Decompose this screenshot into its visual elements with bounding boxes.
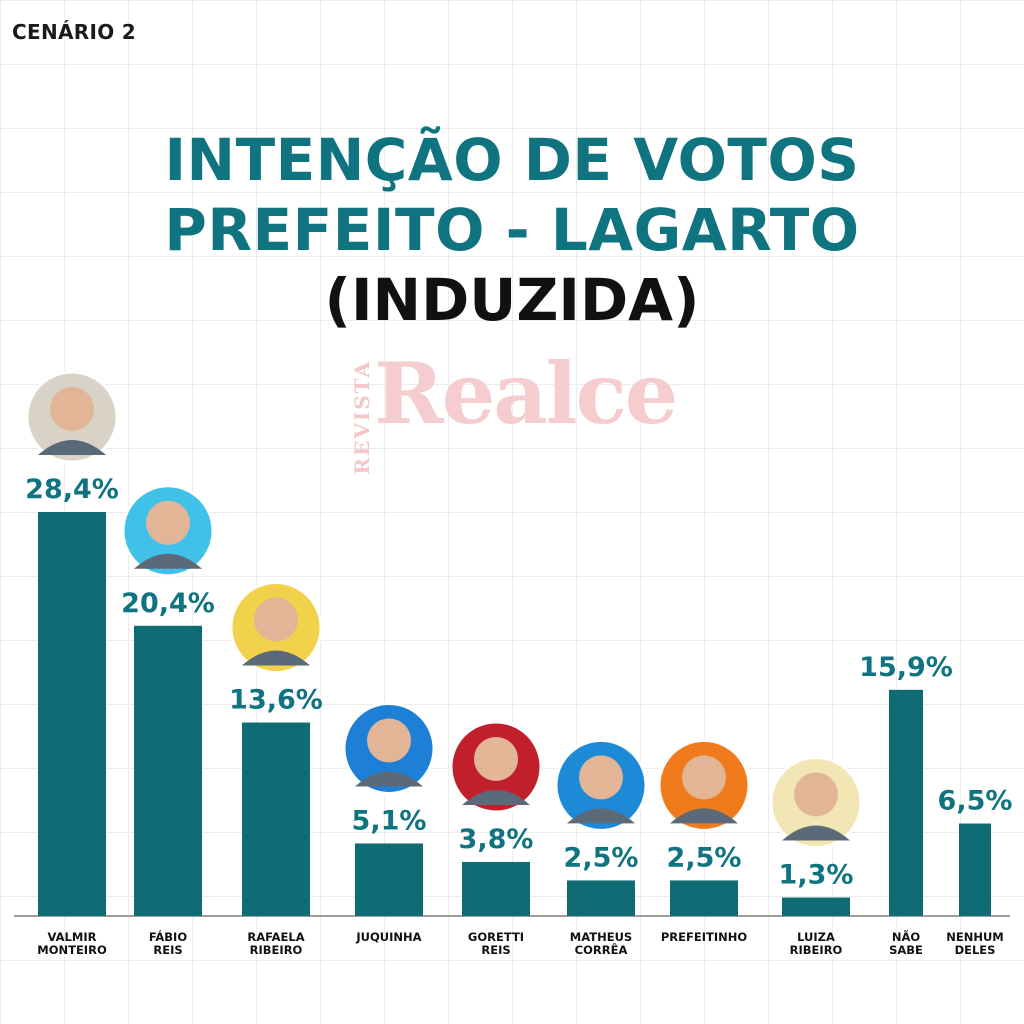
category-label-6-0: PREFEITINHO xyxy=(661,930,748,944)
category-label-2-0: RAFAELA xyxy=(247,930,304,944)
candidate-photo-5 xyxy=(554,738,648,832)
candidate-photo-1 xyxy=(121,484,215,578)
chart-title-line-2: PREFEITO - LAGARTO xyxy=(164,196,860,264)
photo-face-0 xyxy=(50,387,94,431)
category-label-0-1: MONTEIRO xyxy=(37,943,107,957)
watermark-brand-text: Realce xyxy=(374,344,678,443)
photo-shoulders-3 xyxy=(355,771,423,787)
value-label-0: 28,4% xyxy=(25,474,119,505)
value-label-2: 13,6% xyxy=(229,685,323,716)
photo-face-3 xyxy=(367,718,411,763)
bar-9 xyxy=(959,823,991,916)
bar-2 xyxy=(242,722,310,916)
candidate-photo-3 xyxy=(342,701,436,795)
category-label-1-0: FÁBIO xyxy=(149,929,187,944)
chart-title-line-1: INTENÇÃO DE VOTOS xyxy=(164,126,860,194)
category-label-8-1: SABE xyxy=(889,943,923,957)
bar-5 xyxy=(567,880,635,916)
category-label-5-0: MATHEUS xyxy=(570,930,632,944)
value-label-5: 2,5% xyxy=(564,842,639,873)
value-label-9: 6,5% xyxy=(938,786,1013,817)
photo-face-4 xyxy=(474,736,518,781)
category-label-1-1: REIS xyxy=(153,943,182,957)
category-label-7-0: LUIZA xyxy=(797,930,835,944)
category-label-4-1: REIS xyxy=(481,943,510,957)
category-label-0-0: VALMIR xyxy=(48,930,97,944)
value-label-6: 2,5% xyxy=(667,842,742,873)
value-label-4: 3,8% xyxy=(459,824,534,855)
candidate-photo-6 xyxy=(657,738,751,832)
photo-shoulders-0 xyxy=(38,440,106,455)
photo-face-7 xyxy=(794,772,838,817)
candidate-photo-7 xyxy=(769,756,863,850)
bar-0 xyxy=(38,512,106,916)
value-label-3: 5,1% xyxy=(352,805,427,836)
value-label-7: 1,3% xyxy=(779,860,854,891)
chart-title-line-3: (INDUZIDA) xyxy=(324,266,700,334)
photo-shoulders-4 xyxy=(462,789,530,805)
bar-3 xyxy=(355,843,423,916)
photo-face-1 xyxy=(146,500,190,545)
photo-face-6 xyxy=(682,755,726,800)
photo-shoulders-2 xyxy=(242,650,310,666)
category-label-8-0: NÃO xyxy=(892,929,921,944)
candidate-photo-2 xyxy=(229,581,323,675)
category-label-9-0: NENHUM xyxy=(946,930,1004,944)
category-label-2-1: RIBEIRO xyxy=(250,943,303,957)
photo-shoulders-6 xyxy=(670,808,738,824)
candidate-photo-0 xyxy=(25,370,119,464)
value-label-1: 20,4% xyxy=(121,588,215,619)
category-label-5-1: CORRÊA xyxy=(575,942,628,957)
category-label-4-0: GORETTI xyxy=(468,930,524,944)
bar-1 xyxy=(134,625,202,916)
category-label-9-1: DELES xyxy=(955,943,996,957)
photo-face-2 xyxy=(254,597,298,642)
bar-4 xyxy=(462,861,530,916)
bar-7 xyxy=(782,897,850,916)
category-label-7-1: RIBEIRO xyxy=(790,943,843,957)
candidate-photo-4 xyxy=(449,720,543,814)
category-label-3-0: JUQUINHA xyxy=(355,930,421,944)
bar-8 xyxy=(889,689,923,916)
photo-face-5 xyxy=(579,755,623,800)
photo-shoulders-7 xyxy=(782,825,850,841)
bar-6 xyxy=(670,880,738,916)
value-label-8: 15,9% xyxy=(859,652,953,683)
photo-shoulders-1 xyxy=(134,553,202,569)
watermark-logo: REVISTA Realce xyxy=(350,344,678,475)
scenario-label: CENÁRIO 2 xyxy=(12,20,136,44)
photo-shoulders-5 xyxy=(567,808,635,824)
